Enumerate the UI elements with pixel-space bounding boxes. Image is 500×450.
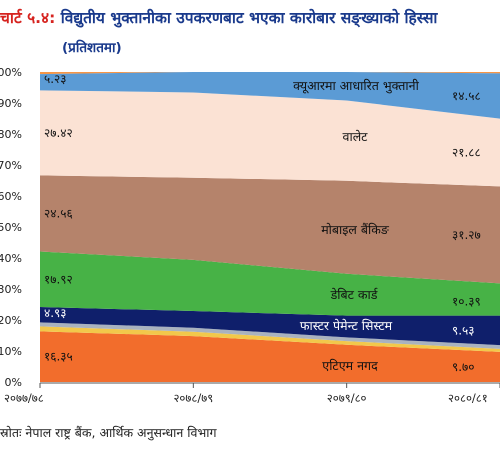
y-tick-label: 70% (0, 159, 22, 172)
series-name-7: क्यूआरमा आधारित भुक्तानी (293, 78, 419, 94)
end-value-label-3: ९.५३ (452, 323, 475, 337)
area-series-3 (40, 307, 500, 346)
start-value-label-5: २४.५६ (44, 206, 73, 220)
area-series-1 (40, 326, 500, 352)
series-name-3: फास्टर पेमेन्ट सिस्टम (300, 318, 393, 333)
area-series-2 (40, 322, 500, 349)
area-series-0 (40, 331, 500, 382)
series-name-4: डेबिट कार्ड (330, 287, 379, 302)
start-value-label-6: २७.४२ (44, 126, 73, 140)
chart-title: चार्ट ५.४: विद्युतीय भुक्तानीका उपकरणबाट… (0, 6, 437, 28)
area-series-7 (40, 72, 500, 119)
start-value-label-7: ५.२३ (44, 72, 67, 86)
y-tick-label: 100% (0, 66, 22, 79)
chart-title-text: विद्युतीय भुक्तानीका उपकरणबाट भएका कारोब… (60, 9, 438, 27)
area-series-6 (40, 90, 500, 187)
end-value-label-6: २१.८८ (452, 146, 481, 160)
start-value-label-4: १७.९२ (44, 272, 73, 286)
x-tick-label: २०७९/८० (327, 391, 367, 405)
y-tick-label: 0% (5, 376, 22, 389)
source-note: स्रोतः नेपाल राष्ट्र बैंक, आर्थिक अनुसन्… (0, 425, 217, 440)
y-tick-label: 10% (0, 345, 22, 358)
chart-number: चार्ट ५.४: (0, 9, 56, 27)
area-series-4 (40, 251, 500, 316)
y-tick-label: 30% (0, 283, 22, 296)
y-tick-label: 60% (0, 190, 22, 203)
series-name-6: वालेट (343, 129, 369, 144)
end-value-label-5: ३१.२७ (452, 228, 481, 242)
x-tick-label: २०७८/७९ (173, 391, 213, 405)
y-tick-label: 90% (0, 97, 22, 110)
area-layer (40, 72, 500, 382)
series-name-5: मोबाइल बैंकिङ (321, 222, 390, 237)
y-tick-label: 80% (0, 128, 22, 141)
x-tick-label: २०८०/८१ (448, 391, 488, 405)
end-value-label-7: १४.५८ (452, 89, 481, 103)
end-value-label-4: १०.३९ (452, 294, 481, 308)
y-tick-label: 40% (0, 252, 22, 265)
start-value-label-0: १६.३५ (44, 350, 73, 364)
label-layer: एटिएम नगद १६.३५ ९.७० फास्टर पेमेन्ट सिस्टम ४… (44, 72, 481, 374)
x-tick-label: २०७७/७८ (4, 391, 44, 405)
axis-layer: 0% 10% 20% 30% 40% 50% 60% 70% 80% 90% 100% २०७७/७८… (0, 66, 500, 405)
chart-subtitle: (प्रतिशतमा) (62, 40, 122, 56)
series-name-0: एटिएम नगद (322, 358, 378, 373)
start-value-label-3: ४.९३ (44, 306, 67, 320)
area-top-band (40, 72, 500, 75)
y-tick-label: 20% (0, 314, 22, 327)
area-series-5 (40, 175, 500, 284)
y-tick-label: 50% (0, 221, 22, 234)
end-value-label-0: ९.७० (452, 360, 475, 374)
